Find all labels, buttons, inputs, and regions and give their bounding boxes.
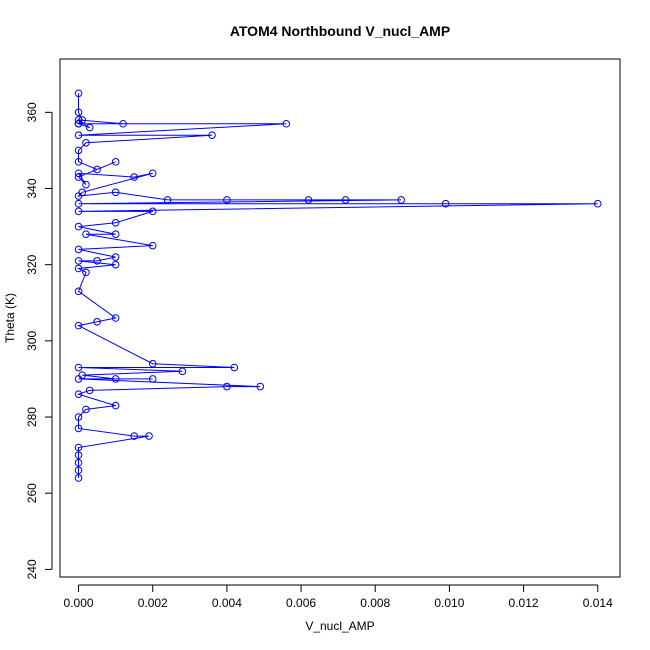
x-tick-label: 0.000 — [64, 596, 94, 610]
data-point — [148, 359, 157, 368]
data-point — [111, 401, 120, 410]
plot-frame — [59, 58, 621, 578]
y-tick-label: 360 — [25, 102, 39, 122]
data-point — [74, 363, 83, 372]
data-point — [111, 158, 120, 166]
data-point — [341, 196, 350, 204]
data-point — [111, 188, 120, 197]
data-point — [74, 199, 83, 208]
data-point — [282, 119, 291, 128]
data-point — [119, 119, 127, 128]
data-point — [93, 318, 101, 326]
x-tick-label: 0.004 — [212, 596, 242, 610]
x-axis: 0.000 0.002 0.004 0.006 0.008 0.010 0.012 0.014 — [64, 584, 613, 610]
y-tick-label: 260 — [25, 483, 39, 503]
data-point — [304, 196, 313, 204]
data-point — [74, 245, 83, 254]
x-tick-label: 0.010 — [434, 596, 464, 610]
series-group — [74, 89, 602, 482]
data-point — [148, 207, 157, 216]
data-point — [74, 173, 83, 181]
y-tick-label: 280 — [25, 407, 39, 427]
data-point — [74, 169, 83, 178]
data-point — [82, 180, 90, 189]
data-point — [74, 119, 83, 128]
y-tick-label: 320 — [25, 254, 39, 274]
data-point — [148, 375, 157, 383]
data-point — [111, 314, 120, 322]
data-point — [74, 458, 83, 467]
data-point — [74, 158, 83, 166]
data-point — [256, 382, 265, 391]
y-axis: 240 260 280 300 320 340 360 — [25, 102, 53, 579]
chart-title: ATOM4 Northbound V_nucl_AMP — [230, 23, 450, 39]
data-point — [178, 367, 187, 376]
data-point — [130, 173, 138, 181]
data-point — [397, 196, 405, 204]
data-point — [85, 386, 94, 395]
x-axis-label: V_nucl_AMP — [305, 619, 374, 633]
data-point — [223, 196, 231, 204]
data-point — [74, 466, 83, 475]
data-point — [74, 287, 83, 296]
data-point — [111, 260, 120, 269]
data-point — [111, 218, 120, 227]
data-point — [223, 382, 231, 391]
data-point — [74, 146, 83, 155]
data-point — [145, 432, 153, 440]
data-point — [82, 230, 90, 239]
y-tick-label: 300 — [25, 331, 39, 351]
data-point — [208, 131, 216, 139]
data-point — [163, 196, 172, 204]
data-point — [74, 131, 83, 139]
data-point — [74, 375, 83, 383]
data-point — [148, 169, 157, 178]
y-tick-label: 240 — [25, 559, 39, 579]
data-point — [74, 222, 83, 231]
data-point — [82, 268, 90, 277]
data-point — [130, 432, 138, 440]
data-point — [148, 241, 157, 250]
data-point — [82, 138, 90, 147]
data-point — [74, 321, 83, 330]
x-tick-label: 0.006 — [286, 596, 316, 610]
data-point — [74, 424, 83, 433]
data-point — [593, 199, 602, 208]
data-point — [111, 230, 120, 239]
data-point — [74, 474, 83, 482]
data-point — [74, 451, 83, 459]
data-point — [74, 89, 83, 98]
x-tick-label: 0.002 — [138, 596, 168, 610]
data-point — [111, 253, 120, 261]
data-point — [74, 264, 83, 273]
data-point — [230, 363, 239, 372]
data-point — [85, 123, 94, 132]
data-point — [74, 257, 83, 265]
data-point — [74, 413, 83, 421]
x-tick-label: 0.012 — [509, 596, 539, 610]
data-point — [74, 192, 83, 200]
series-line — [76, 93, 598, 478]
data-point — [74, 207, 83, 216]
y-axis-label: Theta (K) — [3, 293, 17, 343]
x-tick-label: 0.008 — [360, 596, 390, 610]
data-point — [74, 443, 83, 452]
data-point — [74, 116, 83, 124]
data-point — [74, 108, 83, 117]
data-point — [441, 199, 450, 208]
data-point — [111, 375, 120, 383]
data-point — [93, 257, 101, 265]
y-tick-label: 340 — [25, 178, 39, 198]
data-point — [82, 405, 90, 414]
data-point — [74, 390, 83, 398]
data-point — [93, 165, 101, 174]
x-tick-label: 0.014 — [583, 596, 613, 610]
